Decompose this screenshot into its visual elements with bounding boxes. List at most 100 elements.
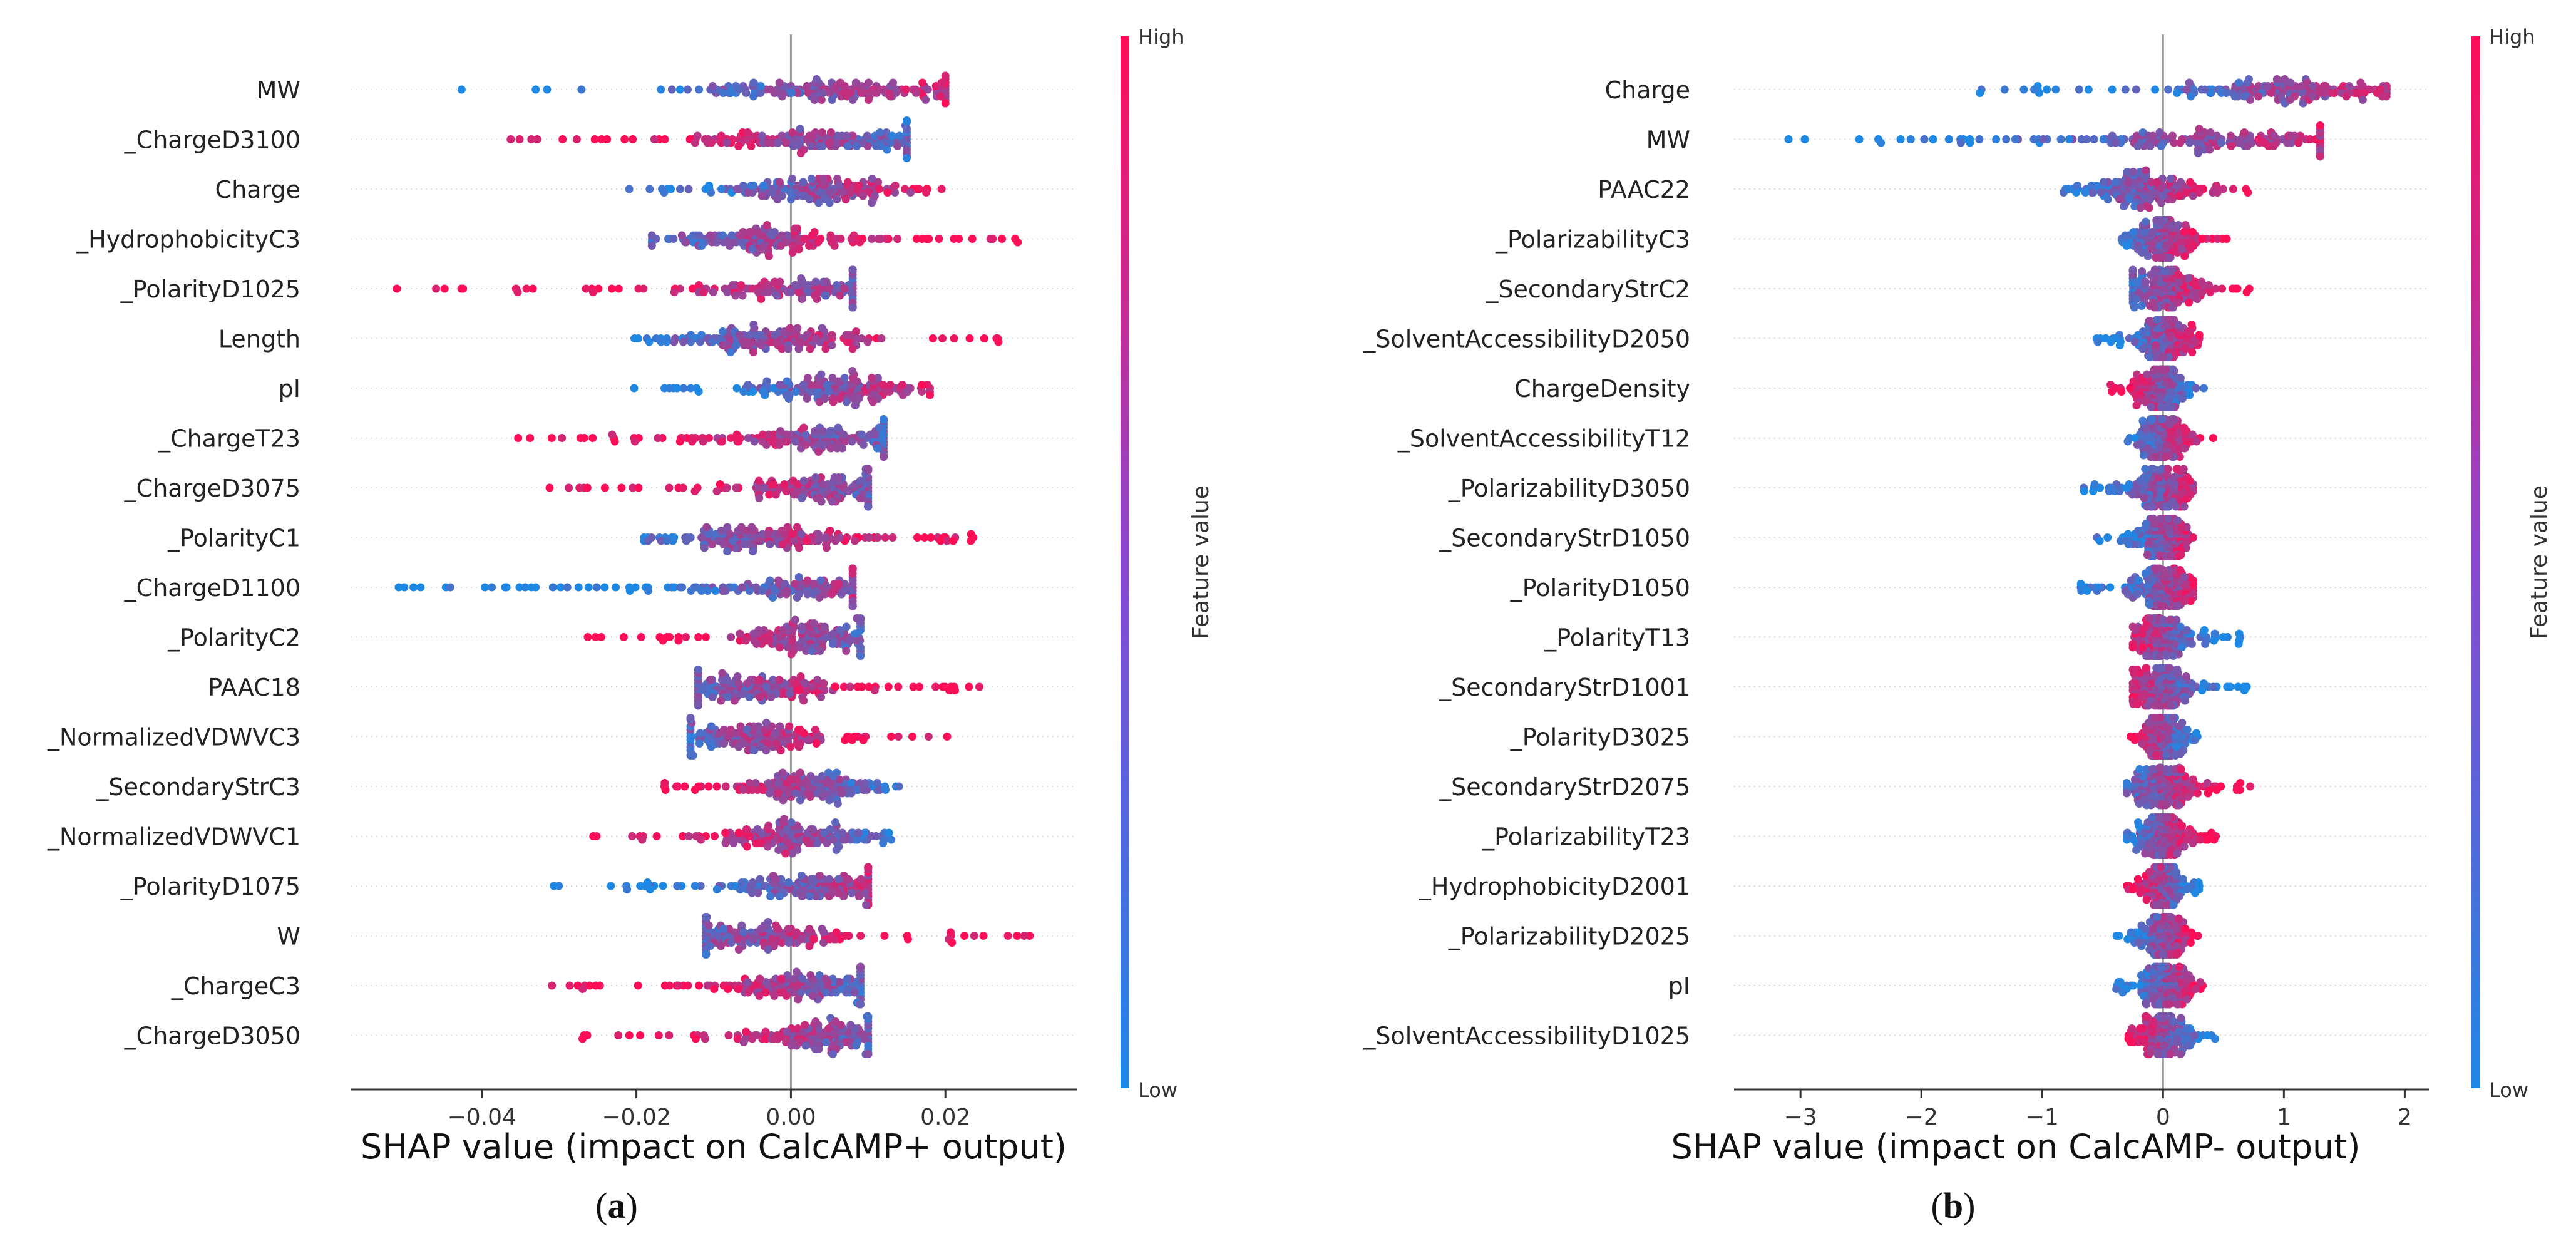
shap-point [583, 483, 592, 492]
shap-point [742, 726, 751, 734]
shap-point [660, 779, 669, 787]
shap-point [814, 1045, 823, 1053]
shap-point [783, 992, 791, 1000]
shap-point [2029, 135, 2038, 143]
shap-point [2181, 221, 2190, 229]
shap-point [684, 185, 693, 193]
shap-point [799, 476, 808, 485]
shap-point [2218, 284, 2226, 293]
shap-point [790, 537, 799, 545]
shap-point [2123, 178, 2132, 187]
shap-point [1003, 932, 1012, 940]
feature-label: _ChargeC3 [171, 972, 300, 1000]
shap-point [746, 331, 754, 339]
shap-point [2195, 331, 2204, 339]
shap-point [848, 564, 857, 573]
shap-point [702, 523, 711, 532]
shap-point [557, 583, 565, 592]
shap-point [886, 138, 895, 147]
shap-point [895, 782, 903, 791]
shap-point [682, 537, 690, 545]
shap-point [737, 281, 746, 289]
shap-point [757, 192, 766, 200]
shap-point [834, 377, 843, 386]
shap-point [684, 85, 692, 94]
shap-point [950, 334, 958, 342]
shap-point [844, 875, 853, 883]
shap-point [727, 633, 736, 641]
shap-point [766, 540, 774, 548]
shap-point [726, 242, 734, 250]
shap-point [739, 228, 747, 236]
shap-point [758, 587, 767, 595]
shap-point [675, 85, 684, 94]
shap-point [813, 676, 822, 684]
shap-point [2180, 423, 2189, 432]
shap-point [2138, 416, 2147, 425]
shap-point [766, 892, 775, 900]
shap-point [764, 779, 772, 787]
shap-point [694, 388, 703, 396]
shap-point [578, 985, 587, 993]
shap-point [659, 636, 667, 645]
shap-point [764, 138, 772, 147]
shap-point [660, 188, 669, 197]
shap-point [774, 138, 783, 147]
shap-point [816, 576, 825, 585]
shap-point [849, 231, 858, 240]
shap-point [808, 647, 816, 655]
shap-point [2195, 125, 2204, 133]
shap-point [838, 789, 846, 798]
shap-point [747, 142, 756, 150]
shap-point [854, 828, 863, 837]
shap-point [527, 583, 536, 592]
shap-point [822, 1038, 831, 1046]
shap-point [881, 533, 890, 542]
shap-point [882, 388, 890, 396]
shap-point [2170, 473, 2178, 481]
shap-point [2245, 75, 2253, 83]
shap-point [2146, 302, 2154, 310]
shap-point [687, 331, 695, 339]
shap-point [2254, 135, 2263, 143]
shap-point [670, 288, 679, 296]
shap-point [533, 135, 541, 143]
shap-point [811, 334, 820, 342]
shap-point [922, 188, 931, 197]
shap-point [818, 793, 827, 801]
shap-point [1906, 135, 1915, 143]
shap-point [796, 643, 804, 652]
shap-point [880, 932, 889, 940]
shap-point [2188, 348, 2197, 356]
shap-point [817, 96, 826, 104]
shap-point [638, 835, 647, 844]
shap-point [784, 939, 793, 947]
shap-point [756, 693, 764, 701]
shap-point [788, 128, 797, 136]
shap-point [2065, 135, 2073, 143]
shap-point [863, 337, 872, 346]
shap-point [744, 188, 752, 197]
shap-point [858, 192, 867, 200]
shap-point [721, 839, 730, 847]
shap-point [695, 739, 704, 748]
shap-point [815, 594, 824, 602]
shap-point [777, 344, 786, 353]
shap-point [2002, 135, 2011, 143]
shap-point [432, 284, 441, 293]
shap-point [647, 242, 656, 250]
shap-point [864, 502, 873, 511]
shap-point [807, 875, 816, 883]
shap-point [2132, 295, 2141, 303]
shap-point [824, 388, 833, 396]
shap-point [737, 921, 746, 930]
shap-point [805, 131, 814, 140]
shap-point [2103, 195, 2112, 203]
shap-point [734, 985, 742, 993]
shap-point [695, 231, 704, 240]
shap-point [728, 281, 737, 289]
shap-point [821, 974, 830, 983]
shap-point [788, 530, 796, 538]
shap-point [793, 89, 802, 97]
shap-point [737, 878, 746, 887]
